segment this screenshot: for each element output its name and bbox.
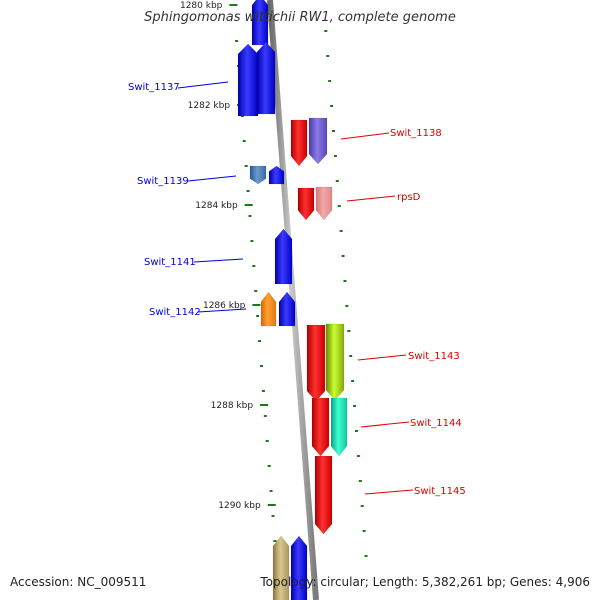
gene-leader-line xyxy=(357,354,407,361)
gene-arrow xyxy=(330,397,348,457)
gene-arrow xyxy=(311,397,330,457)
gene-arrow xyxy=(297,187,315,221)
gene-label-swit_1137: Swit_1137 xyxy=(128,82,180,93)
gene-leader-line xyxy=(360,421,410,428)
right-tick-mark xyxy=(345,305,349,307)
right-tick-mark xyxy=(339,230,343,232)
right-tick-mark xyxy=(341,255,345,257)
gene-leader-line xyxy=(193,258,244,263)
right-tick-mark xyxy=(331,130,335,132)
left-tick-mark xyxy=(246,190,250,192)
left-tick-mark xyxy=(261,390,265,392)
right-tick-mark xyxy=(337,205,341,207)
right-tick-mark xyxy=(358,480,362,482)
gene-leader-line xyxy=(364,489,414,495)
gene-label-swit_1142: Swit_1142 xyxy=(149,307,201,318)
left-tick-mark xyxy=(254,290,258,292)
gene-leader-line xyxy=(340,132,390,140)
gene-arrow xyxy=(290,119,308,167)
gene-arrow xyxy=(237,43,259,117)
topology-label: Topology: circular; Length: 5,382,261 bp… xyxy=(260,575,590,589)
left-tick-mark xyxy=(244,165,248,167)
left-tick-mark xyxy=(242,140,246,142)
gene-label-swit_1141: Swit_1141 xyxy=(144,257,196,268)
gene-arrow xyxy=(325,323,345,401)
gene-arrow xyxy=(251,0,269,46)
right-tick-mark xyxy=(330,105,334,107)
left-tick-mark xyxy=(267,465,271,467)
gene-arrow xyxy=(278,291,296,327)
right-tick-mark xyxy=(349,355,353,357)
left-tick-mark xyxy=(265,440,269,442)
left-tick-mark xyxy=(235,40,239,42)
left-tick-mark xyxy=(273,540,277,542)
right-tick-mark xyxy=(353,405,357,407)
right-tick-mark xyxy=(333,155,337,157)
right-tick-mark xyxy=(360,505,364,507)
right-tick-mark xyxy=(343,280,347,282)
scale-label: 1280 kbp xyxy=(180,1,223,11)
right-tick-mark xyxy=(328,80,332,82)
right-tick-mark xyxy=(326,55,330,57)
left-tick-mark xyxy=(263,415,267,417)
gene-leader-line xyxy=(346,195,396,202)
gene-leader-line xyxy=(177,81,229,89)
scale-label: 1286 kbp xyxy=(203,301,246,311)
left-tick-mark xyxy=(256,315,260,317)
gene-label-swit_1138: Swit_1138 xyxy=(390,128,442,139)
scale-tick xyxy=(267,504,276,506)
left-tick-mark xyxy=(271,515,275,517)
gene-label-swit_1143: Swit_1143 xyxy=(408,351,460,362)
gene-arrow xyxy=(260,291,277,327)
right-tick-mark xyxy=(351,380,355,382)
gene-arrow xyxy=(274,228,293,285)
scale-label: 1282 kbp xyxy=(188,101,231,111)
gene-arrow xyxy=(268,165,285,185)
left-tick-mark xyxy=(269,490,273,492)
scale-tick xyxy=(244,204,253,206)
scale-label: 1284 kbp xyxy=(195,201,238,211)
gene-arrow xyxy=(315,186,333,221)
right-tick-mark xyxy=(362,530,366,532)
left-tick-mark xyxy=(259,365,263,367)
scale-label: 1288 kbp xyxy=(211,401,254,411)
gene-arrow xyxy=(306,324,326,402)
gene-arrow xyxy=(249,165,267,185)
left-tick-mark xyxy=(250,240,254,242)
scale-label: 1290 kbp xyxy=(218,501,261,511)
gene-label-swit_1139: Swit_1139 xyxy=(137,176,189,187)
gene-arrow xyxy=(290,535,308,600)
left-tick-mark xyxy=(248,215,252,217)
accession-label: Accession: NC_009511 xyxy=(10,575,147,589)
gene-leader-line xyxy=(187,175,237,182)
map-title: Sphingomonas wittichii RW1, complete gen… xyxy=(144,10,456,25)
left-tick-mark xyxy=(252,265,256,267)
gene-leader-line xyxy=(197,308,247,313)
right-tick-mark xyxy=(335,180,339,182)
scale-tick xyxy=(260,404,269,406)
right-tick-mark xyxy=(354,430,358,432)
scale-tick xyxy=(229,4,238,6)
gene-arrow xyxy=(272,535,290,600)
right-tick-mark xyxy=(364,555,368,557)
left-tick-mark xyxy=(258,340,262,342)
gene-arrow xyxy=(256,41,276,115)
right-tick-mark xyxy=(347,330,351,332)
right-tick-mark xyxy=(324,30,328,32)
gene-label-swit_1144: Swit_1144 xyxy=(410,418,462,429)
scale-tick xyxy=(252,304,261,306)
gene-arrow xyxy=(308,117,328,165)
gene-label-swit_1145: Swit_1145 xyxy=(414,486,466,497)
gene-label-rpsd: rpsD xyxy=(397,192,421,203)
right-tick-mark xyxy=(356,455,360,457)
gene-arrow xyxy=(314,455,333,535)
